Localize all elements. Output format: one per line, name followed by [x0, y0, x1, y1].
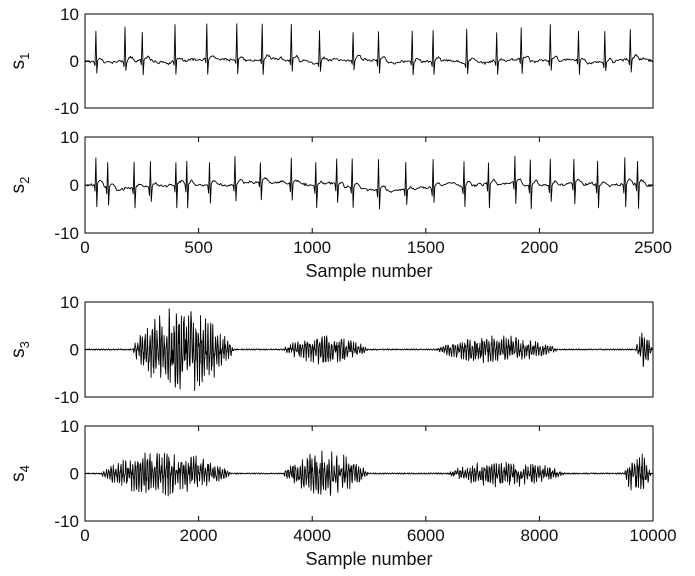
xtick-label-s4: 10000 [629, 526, 676, 545]
ylabel-s4: s4 [8, 465, 32, 482]
ytick-label-s2: 10 [60, 128, 79, 147]
series-line-s4 [85, 450, 653, 497]
ytick-label-s2: 0 [70, 176, 79, 195]
xlabel-s4: Sample number [305, 549, 432, 569]
xtick-label-s2: 1000 [293, 238, 331, 257]
ytick-label-s4: -10 [54, 512, 79, 531]
xtick-label-s2: 1500 [407, 238, 445, 257]
ytick-label-s2: -10 [54, 224, 79, 243]
xlabel-s2: Sample number [305, 261, 432, 281]
xtick-label-s2: 500 [184, 238, 212, 257]
series-line-s1 [85, 23, 653, 76]
xtick-label-s2: 2500 [634, 238, 672, 257]
ytick-label-s1: -10 [54, 99, 79, 118]
ytick-label-s1: 10 [60, 5, 79, 24]
ytick-label-s3: -10 [54, 388, 79, 407]
ylabel-s2: s2 [8, 177, 32, 194]
ylabel-s3: s3 [8, 341, 32, 358]
xtick-label-s2: 2000 [520, 238, 558, 257]
xtick-label-s4: 4000 [293, 526, 331, 545]
panel-s3: -10 0 10 s3 [8, 293, 654, 407]
xtick-label-s4: 6000 [407, 526, 445, 545]
ytick-label-s1: 0 [70, 52, 79, 71]
ytick-label-s3: 0 [70, 341, 79, 360]
ytick-label-s4: 10 [60, 417, 79, 436]
ytick-label-s4: 0 [70, 465, 79, 484]
axes-frame-s2 [84, 136, 654, 234]
axes-frame-s1 [84, 13, 654, 109]
xtick-label-s2: 0 [80, 238, 89, 257]
xtick-label-s4: 8000 [520, 526, 558, 545]
series-line-s3 [85, 308, 653, 391]
xtick-label-s4: 0 [80, 526, 89, 545]
ytick-label-s3: 10 [60, 293, 79, 312]
xtick-label-s4: 2000 [180, 526, 218, 545]
panel-s1: -10 0 10 s1 [8, 5, 654, 118]
ylabel-s1: s1 [8, 53, 32, 70]
series-line-s2 [85, 155, 653, 210]
